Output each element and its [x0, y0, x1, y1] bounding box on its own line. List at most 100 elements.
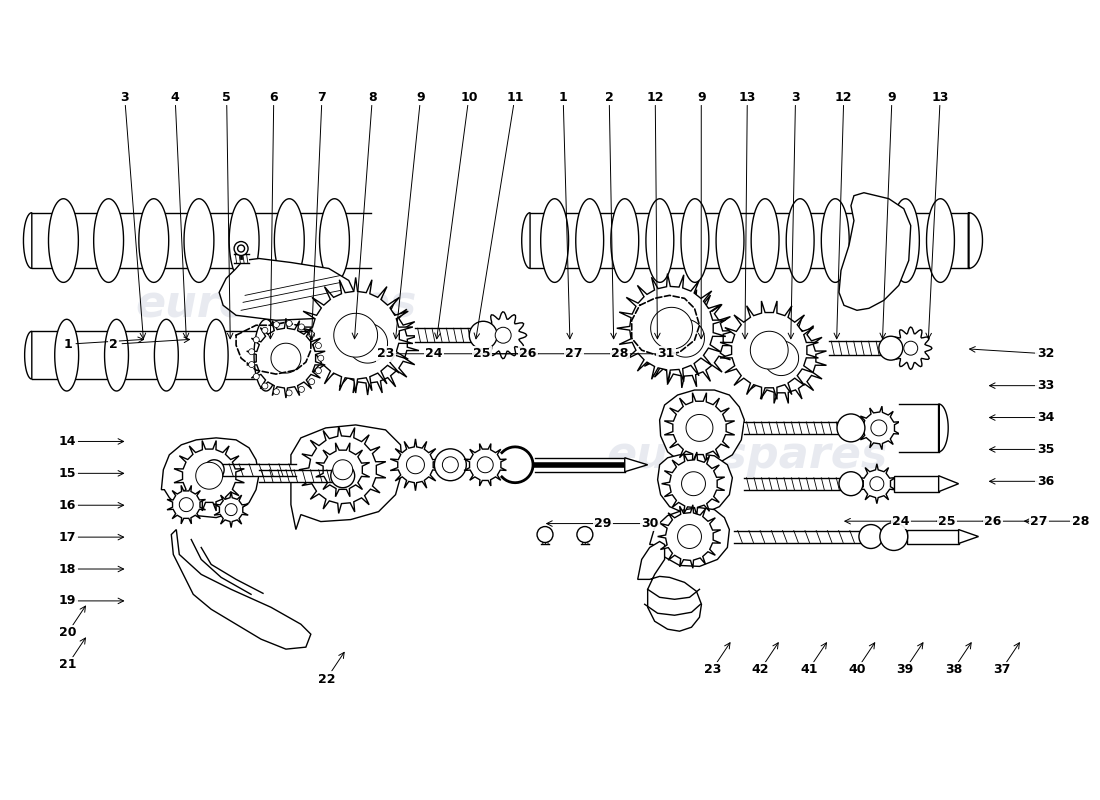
Text: 24: 24 [425, 347, 442, 360]
Text: 37: 37 [993, 663, 1010, 676]
Polygon shape [958, 530, 979, 543]
Text: 34: 34 [1037, 411, 1054, 424]
Circle shape [442, 457, 459, 473]
Polygon shape [625, 458, 648, 472]
Polygon shape [274, 198, 305, 282]
Text: 40: 40 [848, 663, 866, 676]
Text: 3: 3 [791, 90, 800, 103]
Text: 41: 41 [800, 663, 817, 676]
Polygon shape [298, 278, 412, 393]
Circle shape [253, 337, 260, 342]
Polygon shape [226, 504, 238, 515]
Text: 12: 12 [835, 90, 852, 103]
Polygon shape [24, 331, 32, 379]
Polygon shape [686, 414, 713, 442]
Circle shape [331, 464, 354, 488]
Polygon shape [751, 198, 779, 282]
Polygon shape [682, 472, 705, 496]
Polygon shape [390, 439, 441, 490]
Circle shape [262, 327, 268, 334]
Circle shape [495, 327, 512, 343]
Text: 24: 24 [892, 514, 910, 528]
Polygon shape [271, 343, 301, 373]
Polygon shape [857, 406, 900, 450]
Polygon shape [858, 464, 895, 504]
Text: 23: 23 [704, 663, 720, 676]
Circle shape [316, 368, 321, 374]
Circle shape [837, 414, 865, 442]
Text: 27: 27 [565, 347, 583, 360]
Text: 6: 6 [270, 90, 278, 103]
Polygon shape [926, 198, 955, 282]
Polygon shape [890, 327, 932, 370]
Polygon shape [317, 291, 419, 395]
Polygon shape [477, 457, 493, 473]
Text: 17: 17 [59, 530, 76, 544]
Text: 11: 11 [506, 90, 524, 103]
Polygon shape [480, 312, 527, 358]
Polygon shape [290, 425, 403, 530]
Polygon shape [658, 454, 733, 514]
Polygon shape [154, 319, 178, 391]
Text: 27: 27 [1030, 514, 1047, 528]
Text: 8: 8 [368, 90, 376, 103]
Text: 25: 25 [938, 514, 956, 528]
Circle shape [274, 322, 279, 327]
Circle shape [298, 324, 305, 330]
Text: 38: 38 [945, 663, 962, 676]
Circle shape [309, 378, 315, 385]
Circle shape [576, 526, 593, 542]
Polygon shape [650, 508, 729, 566]
Text: 31: 31 [658, 347, 675, 360]
Polygon shape [658, 505, 720, 568]
Circle shape [238, 245, 244, 252]
Polygon shape [521, 213, 530, 269]
Circle shape [298, 386, 305, 392]
Polygon shape [822, 198, 849, 282]
Polygon shape [324, 311, 383, 370]
Polygon shape [23, 213, 32, 269]
Circle shape [253, 374, 260, 379]
Polygon shape [196, 462, 222, 489]
Circle shape [859, 525, 883, 549]
Circle shape [309, 332, 315, 338]
Polygon shape [246, 318, 326, 398]
Text: 14: 14 [59, 435, 76, 448]
Polygon shape [906, 530, 958, 543]
Text: 9: 9 [416, 90, 425, 103]
Polygon shape [938, 404, 948, 452]
Circle shape [318, 355, 323, 361]
Polygon shape [857, 198, 884, 282]
Polygon shape [938, 476, 958, 492]
Text: 1: 1 [559, 90, 568, 103]
Text: 23: 23 [377, 347, 394, 360]
Text: 7: 7 [318, 90, 327, 103]
Polygon shape [162, 438, 258, 518]
Text: 9: 9 [697, 90, 705, 103]
Polygon shape [661, 452, 725, 515]
Circle shape [286, 321, 293, 326]
Text: 26: 26 [519, 347, 537, 360]
Polygon shape [638, 542, 702, 631]
Text: 28: 28 [612, 347, 629, 360]
Polygon shape [219, 258, 355, 320]
Polygon shape [343, 330, 364, 351]
Polygon shape [871, 420, 887, 436]
Polygon shape [894, 476, 938, 492]
Polygon shape [667, 319, 704, 357]
Text: 1: 1 [64, 338, 73, 350]
Text: 25: 25 [473, 347, 491, 360]
Text: 35: 35 [1037, 443, 1054, 456]
Polygon shape [174, 441, 244, 511]
Text: 5: 5 [222, 90, 231, 103]
Polygon shape [326, 453, 360, 486]
Polygon shape [786, 198, 814, 282]
Polygon shape [172, 530, 311, 649]
Circle shape [274, 389, 279, 394]
Circle shape [249, 349, 254, 354]
Polygon shape [646, 198, 674, 282]
Polygon shape [333, 314, 377, 357]
Polygon shape [968, 213, 982, 269]
Polygon shape [736, 313, 826, 403]
Circle shape [434, 449, 466, 481]
